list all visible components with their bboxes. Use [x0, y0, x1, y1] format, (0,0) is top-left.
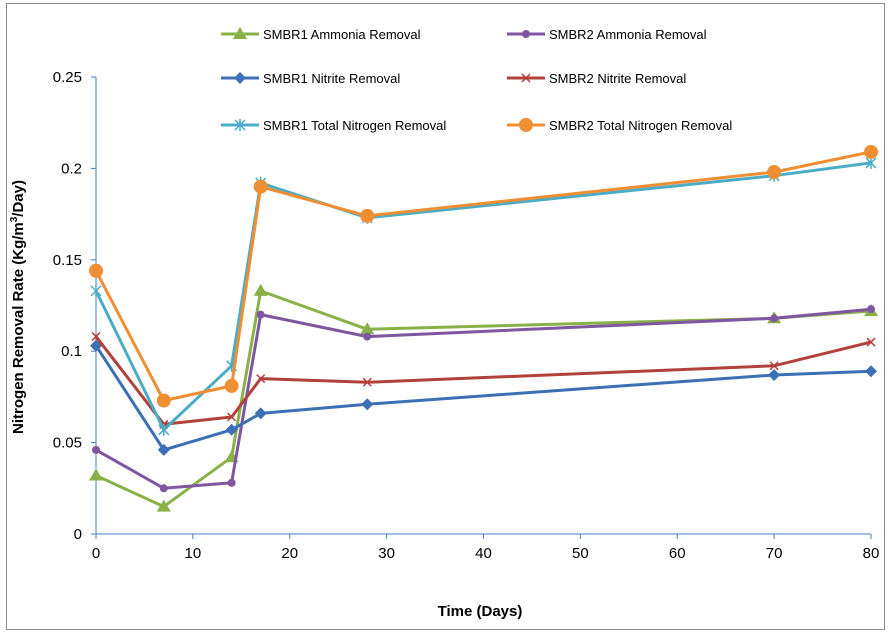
triangle-marker [156, 499, 171, 512]
legend-label: SMBR2 Total Nitrogen Removal [549, 118, 732, 133]
legend-label: SMBR1 Ammonia Removal [263, 27, 421, 42]
y-tick-label: 0.05 [53, 435, 82, 452]
x-marker-stroke [227, 412, 237, 422]
circle-marker [156, 393, 171, 408]
x-tick-label: 40 [475, 545, 492, 562]
x-marker [866, 337, 876, 347]
x-marker [362, 377, 372, 387]
legend-item: SMBR1 Ammonia Removal [221, 27, 421, 42]
x-marker [256, 374, 266, 384]
star-marker [158, 423, 170, 436]
circle-marker [256, 310, 265, 319]
x-marker-stroke [866, 337, 876, 347]
x-tick-label: 30 [378, 545, 395, 562]
triangle-marker [253, 283, 268, 296]
legend-item: SMBR1 Nitrite Removal [221, 71, 400, 86]
y-axis-title-superscript: 3 [9, 216, 20, 222]
x-tick-label: 80 [863, 545, 880, 562]
circle-marker [360, 208, 375, 223]
series-smbr2-total-nitrogen-removal [89, 144, 878, 408]
y-axis-title: Nitrogen Removal Rate (Kg/m3/Day) [9, 180, 27, 434]
star-marker [234, 119, 246, 131]
circle-marker [89, 263, 103, 278]
y-tick-label: 0.1 [61, 343, 82, 360]
triangle-marker [360, 322, 375, 335]
series-line [94, 335, 872, 426]
diamond-marker [254, 407, 267, 420]
diamond-marker [225, 423, 238, 436]
series-smbr1-total-nitrogen-removal [90, 156, 877, 436]
triangle-marker [233, 27, 247, 39]
y-tick-label: 0 [74, 526, 82, 543]
x-marker [227, 412, 237, 422]
x-marker [521, 73, 531, 83]
y-axis-title-suffix: /Day) [10, 180, 27, 217]
circle-marker [363, 332, 372, 341]
legend-item: SMBR1 Total Nitrogen Removal [221, 118, 446, 133]
circle-marker [767, 165, 782, 180]
circle-marker [867, 305, 875, 314]
circle-marker [227, 478, 236, 487]
y-tick-label: 0.15 [53, 252, 82, 269]
star-marker [90, 284, 102, 297]
series-line [95, 307, 872, 490]
series-smbr2-nitrite-removal [91, 332, 876, 429]
x-marker-stroke [521, 73, 531, 83]
y-tick-label: 0.2 [61, 160, 82, 177]
x-marker-stroke [362, 377, 372, 387]
circle-marker [92, 445, 100, 454]
axes: 0 0.05 0.1 0.15 0.2 0.25 0 10 20 30 40 50 60 70 80 [53, 69, 880, 562]
x-marker-stroke [769, 361, 779, 371]
circle-marker [159, 484, 168, 493]
line-chart: 0 0.05 0.1 0.15 0.2 0.25 0 10 20 30 40 50 60 70 80 SMB… [9, 27, 880, 620]
circle-marker [864, 144, 878, 159]
x-marker-stroke [256, 374, 266, 384]
diamond-marker [865, 365, 877, 378]
circle-marker [519, 118, 533, 132]
triangle-marker [89, 468, 103, 481]
plot-area [89, 144, 878, 512]
series-line [95, 289, 872, 509]
x-marker-stroke [91, 332, 101, 342]
chart-frame: 0 0.05 0.1 0.15 0.2 0.25 0 10 20 30 40 50 60 70 80 SMB… [6, 3, 885, 630]
x-marker [91, 332, 101, 342]
circle-marker [224, 378, 239, 393]
x-tick-label: 70 [766, 545, 783, 562]
x-tick-label: 50 [572, 545, 589, 562]
legend: SMBR1 Ammonia Removal SMBR2 Ammonia Remov… [221, 27, 732, 133]
legend-label: SMBR2 Nitrite Removal [549, 71, 686, 86]
legend-label: SMBR2 Ammonia Removal [549, 27, 707, 42]
diamond-marker [157, 443, 170, 456]
x-marker [769, 361, 779, 371]
series-smbr1-nitrite-removal [90, 339, 877, 456]
x-tick-label: 20 [281, 545, 298, 562]
legend-label: SMBR1 Nitrite Removal [263, 71, 400, 86]
legend-item: SMBR2 Total Nitrogen Removal [507, 118, 732, 133]
y-tick-label: 0.25 [53, 69, 82, 86]
legend-item: SMBR2 Ammonia Removal [507, 27, 707, 42]
x-axis-title: Time (Days) [438, 603, 523, 620]
circle-marker [770, 314, 779, 323]
series-smbr2-ammonia-removal [92, 305, 875, 493]
x-tick-label: 60 [669, 545, 686, 562]
x-tick-label: 0 [92, 545, 100, 562]
legend-item: SMBR2 Nitrite Removal [507, 71, 686, 86]
y-axis-title-main: Nitrogen Removal Rate (Kg/m [10, 222, 27, 434]
diamond-marker [234, 72, 246, 84]
circle-marker [522, 30, 530, 38]
x-tick-label: 10 [185, 545, 202, 562]
circle-marker [253, 179, 268, 194]
legend-label: SMBR1 Total Nitrogen Removal [263, 118, 446, 133]
series-line [94, 150, 872, 403]
series-line [94, 344, 872, 452]
diamond-marker [768, 368, 781, 381]
diamond-marker [361, 398, 374, 411]
